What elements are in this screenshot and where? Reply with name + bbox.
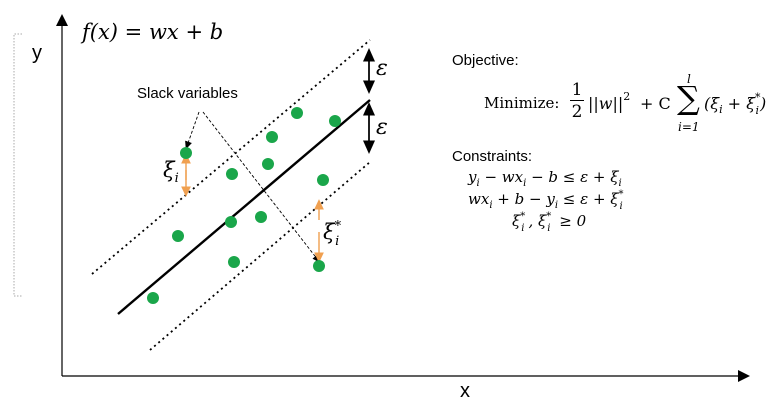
norm-term: ||w||2 (588, 90, 631, 113)
slack-variables-label: Slack variables (137, 85, 238, 102)
sigma-symbol: ∑ (677, 79, 700, 117)
sum-lower: i=1 (678, 120, 700, 134)
x-axis-label: x (460, 380, 470, 402)
data-point (172, 230, 184, 242)
data-point (225, 216, 237, 228)
slack-pointer-left (185, 111, 200, 150)
upper-margin-line (91, 39, 371, 275)
data-point (228, 256, 240, 268)
constraint-line-1: yi − wxi − b ≤ ε + ξi (468, 168, 622, 189)
constraint-line-2: wxi + b − yi ≤ ε + ξ*i (468, 189, 624, 212)
lower-margin-line (149, 161, 371, 351)
xi-star-label: ξ*i (323, 219, 342, 249)
slack-pointer-right (202, 111, 321, 263)
sum-upper: l (687, 72, 691, 86)
y-axis-arrowhead (56, 14, 68, 26)
epsilon-upper-label: ε (376, 56, 388, 81)
sum-term: (ξi + ξ*i) (704, 91, 767, 117)
x-axis-arrowhead (738, 370, 750, 382)
function-label: f(x) = wx + b (82, 20, 224, 44)
constraints-title: Constraints: (452, 148, 533, 165)
xi-label: ξi (163, 158, 179, 187)
data-point (313, 260, 325, 272)
data-point (329, 115, 341, 127)
epsilon-lower-label: ε (376, 115, 388, 140)
data-point (266, 131, 278, 143)
objective-formula: Minimize: 1 2 ||w||2 + C l ∑ i=1 (ξi + ξ… (484, 72, 774, 136)
y-axis-label: y (32, 42, 42, 64)
objective-title: Objective: (452, 52, 519, 69)
minimize-label: Minimize: (484, 94, 560, 112)
data-point (255, 211, 267, 223)
data-point (180, 147, 192, 159)
half-fraction: 1 2 (570, 80, 584, 122)
constraint-line-3: ξ*i, ξ*i ≥ 0 (512, 211, 587, 234)
data-point (226, 168, 238, 180)
plus-c-label: + C (640, 94, 671, 113)
data-point (147, 292, 159, 304)
data-point (262, 158, 274, 170)
data-point (317, 174, 329, 186)
data-point (291, 107, 303, 119)
regression-line (117, 99, 371, 315)
left-bracket (13, 33, 22, 297)
